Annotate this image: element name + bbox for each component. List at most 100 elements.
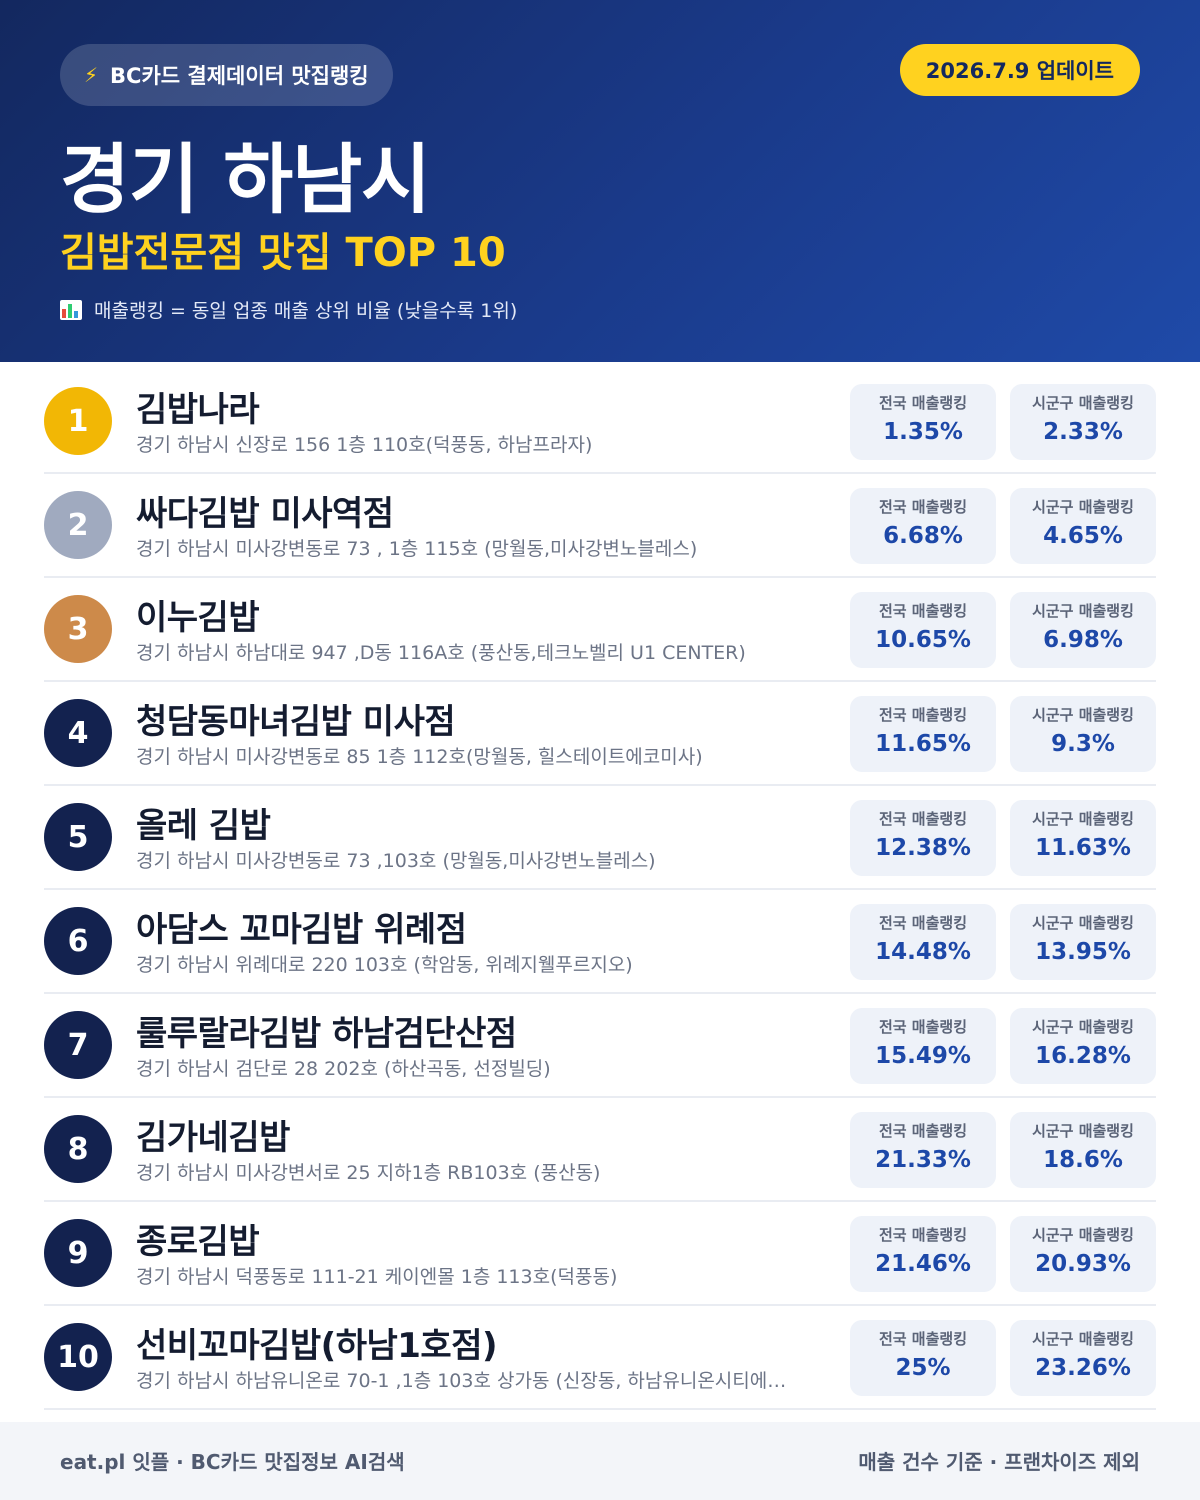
local-ranking-box: 시군구 매출랭킹 13.95%: [1010, 904, 1156, 980]
page-subtitle: 김밥전문점 맛집 TOP 10: [60, 230, 506, 276]
restaurant-address: 경기 하남시 하남유니온로 70-1 ,1층 103호 상가동 (신장동, 하남…: [136, 1370, 787, 1392]
restaurant-address: 경기 하남시 미사강변동로 73 ,103호 (망월동,미사강변노블레스): [136, 850, 656, 872]
update-badge: 2026.7.9 업데이트: [899, 44, 1140, 96]
national-ranking-label: 전국 매출랭킹: [878, 1122, 968, 1140]
local-ranking-value: 9.3%: [1051, 731, 1115, 757]
local-ranking-value: 11.63%: [1035, 835, 1131, 861]
local-ranking-box: 시군구 매출랭킹 11.63%: [1010, 800, 1156, 876]
local-ranking-label: 시군구 매출랭킹: [1032, 914, 1134, 932]
rank-badge: 3: [44, 595, 112, 663]
national-ranking-box: 전국 매출랭킹 25%: [850, 1320, 996, 1396]
list-item[interactable]: 7 룰루랄라김밥 하남검단산점 경기 하남시 검단로 28 202호 (하산곡동, …: [44, 994, 1156, 1098]
national-ranking-box: 전국 매출랭킹 11.65%: [850, 696, 996, 772]
footer-source: eat.pl 잇플 · BC카드 맛집정보 AI검색: [60, 1450, 405, 1474]
restaurant-name[interactable]: 싸다김밥 미사역점: [136, 494, 394, 534]
local-ranking-value: 16.28%: [1035, 1043, 1131, 1069]
restaurant-name[interactable]: 아담스 꼬마김밥 위례점: [136, 910, 467, 950]
restaurant-address: 경기 하남시 미사강변서로 25 지하1층 RB103호 (풍산동): [136, 1162, 601, 1184]
national-ranking-value: 14.48%: [875, 939, 971, 965]
restaurant-address: 경기 하남시 미사강변동로 85 1층 112호(망월동, 힐스테이트에코미사): [136, 746, 703, 768]
footer-criteria: 매출 건수 기준 · 프랜차이즈 제외: [858, 1450, 1140, 1474]
local-ranking-value: 4.65%: [1043, 523, 1123, 549]
national-ranking-label: 전국 매출랭킹: [878, 498, 968, 516]
list-item[interactable]: 5 올레 김밥 경기 하남시 미사강변동로 73 ,103호 (망월동,미사강변노블…: [44, 786, 1156, 890]
region-title: 경기 하남시: [60, 135, 431, 224]
national-ranking-label: 전국 매출랭킹: [878, 1330, 968, 1348]
national-ranking-label: 전국 매출랭킹: [878, 810, 968, 828]
national-ranking-box: 전국 매출랭킹 10.65%: [850, 592, 996, 668]
restaurant-address: 경기 하남시 하남대로 947 ,D동 116A호 (풍산동,테크노벨리 U1 …: [136, 642, 746, 664]
rank-badge: 4: [44, 699, 112, 767]
restaurant-address: 경기 하남시 신장로 156 1층 110호(덕풍동, 하남프라자): [136, 434, 593, 456]
local-ranking-value: 23.26%: [1035, 1355, 1131, 1381]
national-ranking-value: 21.46%: [875, 1251, 971, 1277]
local-ranking-label: 시군구 매출랭킹: [1032, 498, 1134, 516]
local-ranking-label: 시군구 매출랭킹: [1032, 1330, 1134, 1348]
local-ranking-box: 시군구 매출랭킹 4.65%: [1010, 488, 1156, 564]
local-ranking-box: 시군구 매출랭킹 6.98%: [1010, 592, 1156, 668]
footer: eat.pl 잇플 · BC카드 맛집정보 AI검색 매출 건수 기준 · 프랜…: [0, 1422, 1200, 1500]
local-ranking-value: 18.6%: [1043, 1147, 1123, 1173]
national-ranking-label: 전국 매출랭킹: [878, 602, 968, 620]
national-ranking-box: 전국 매출랭킹 1.35%: [850, 384, 996, 460]
national-ranking-value: 11.65%: [875, 731, 971, 757]
local-ranking-box: 시군구 매출랭킹 20.93%: [1010, 1216, 1156, 1292]
bar-chart-icon: [60, 299, 82, 320]
national-ranking-value: 15.49%: [875, 1043, 971, 1069]
restaurant-name[interactable]: 김밥나라: [136, 390, 260, 430]
restaurant-name[interactable]: 선비꼬마김밥(하남1호점): [136, 1326, 498, 1366]
local-ranking-box: 시군구 매출랭킹 16.28%: [1010, 1008, 1156, 1084]
local-ranking-value: 6.98%: [1043, 627, 1123, 653]
local-ranking-label: 시군구 매출랭킹: [1032, 1018, 1134, 1036]
restaurant-address: 경기 하남시 위례대로 220 103호 (학암동, 위례지웰푸르지오): [136, 954, 633, 976]
restaurant-name[interactable]: 청담동마녀김밥 미사점: [136, 702, 456, 742]
lightning-icon: ⚡: [84, 63, 99, 87]
list-item[interactable]: 9 종로김밥 경기 하남시 덕풍동로 111-21 케이엔몰 1층 113호(덕풍동…: [44, 1202, 1156, 1306]
local-ranking-box: 시군구 매출랭킹 18.6%: [1010, 1112, 1156, 1188]
restaurant-name[interactable]: 룰루랄라김밥 하남검단산점: [136, 1014, 517, 1054]
header-banner: ⚡ BC카드 결제데이터 맛집랭킹 2026.7.9 업데이트 경기 하남시 김…: [0, 0, 1200, 362]
restaurant-name[interactable]: 김가네김밥: [136, 1118, 290, 1158]
rank-badge: 2: [44, 491, 112, 559]
restaurant-name[interactable]: 올레 김밥: [136, 806, 271, 846]
national-ranking-value: 25%: [895, 1355, 951, 1381]
ranking-note: 매출랭킹 = 동일 업종 매출 상위 비율 (낮을수록 1위): [60, 296, 517, 323]
national-ranking-label: 전국 매출랭킹: [878, 1018, 968, 1036]
national-ranking-value: 1.35%: [883, 419, 963, 445]
national-ranking-value: 10.65%: [875, 627, 971, 653]
list-item[interactable]: 10 선비꼬마김밥(하남1호점) 경기 하남시 하남유니온로 70-1 ,1층 10…: [44, 1306, 1156, 1410]
local-ranking-box: 시군구 매출랭킹 2.33%: [1010, 384, 1156, 460]
national-ranking-box: 전국 매출랭킹 21.46%: [850, 1216, 996, 1292]
national-ranking-value: 21.33%: [875, 1147, 971, 1173]
local-ranking-label: 시군구 매출랭킹: [1032, 602, 1134, 620]
ranking-note-text: 매출랭킹 = 동일 업종 매출 상위 비율 (낮을수록 1위): [94, 300, 518, 322]
restaurant-name[interactable]: 이누김밥: [136, 598, 260, 638]
local-ranking-label: 시군구 매출랭킹: [1032, 810, 1134, 828]
national-ranking-box: 전국 매출랭킹 15.49%: [850, 1008, 996, 1084]
local-ranking-label: 시군구 매출랭킹: [1032, 1122, 1134, 1140]
local-ranking-box: 시군구 매출랭킹 23.26%: [1010, 1320, 1156, 1396]
national-ranking-label: 전국 매출랭킹: [878, 914, 968, 932]
restaurant-name[interactable]: 종로김밥: [136, 1222, 260, 1262]
source-badge-label: BC카드 결제데이터 맛집랭킹: [110, 64, 369, 88]
local-ranking-value: 2.33%: [1043, 419, 1123, 445]
rank-badge: 9: [44, 1219, 112, 1287]
national-ranking-box: 전국 매출랭킹 12.38%: [850, 800, 996, 876]
list-item[interactable]: 8 김가네김밥 경기 하남시 미사강변서로 25 지하1층 RB103호 (풍산동)…: [44, 1098, 1156, 1202]
national-ranking-box: 전국 매출랭킹 6.68%: [850, 488, 996, 564]
national-ranking-value: 6.68%: [883, 523, 963, 549]
national-ranking-box: 전국 매출랭킹 14.48%: [850, 904, 996, 980]
restaurant-address: 경기 하남시 미사강변동로 73 , 1층 115호 (망월동,미사강변노블레스…: [136, 538, 698, 560]
national-ranking-label: 전국 매출랭킹: [878, 394, 968, 412]
rank-badge: 1: [44, 387, 112, 455]
local-ranking-label: 시군구 매출랭킹: [1032, 1226, 1134, 1244]
rank-badge: 6: [44, 907, 112, 975]
rank-badge: 10: [44, 1323, 112, 1391]
local-ranking-label: 시군구 매출랭킹: [1032, 706, 1134, 724]
